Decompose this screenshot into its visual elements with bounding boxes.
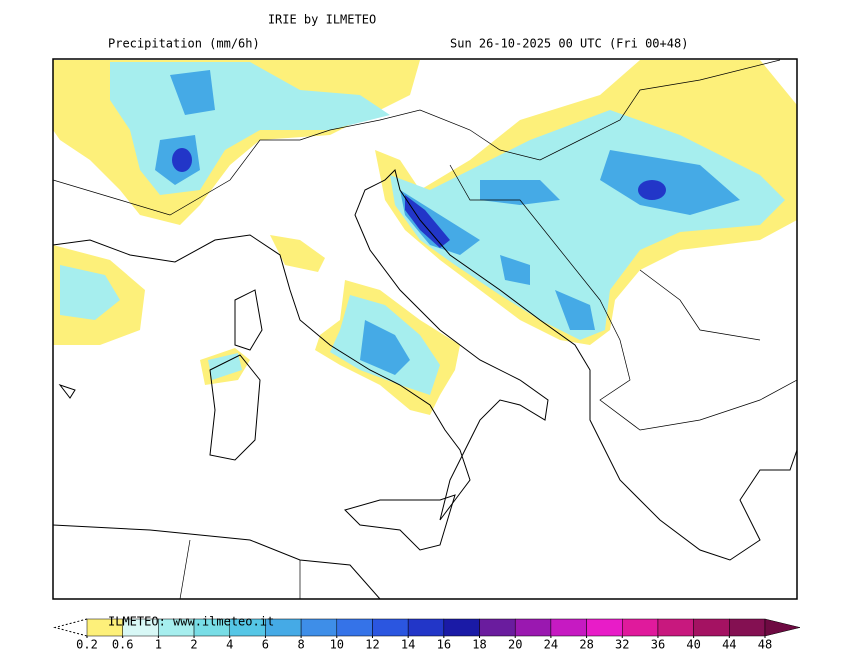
legend-tick-label: 12 <box>365 638 379 652</box>
map-area <box>53 59 797 599</box>
legend-high-arrow <box>764 618 801 637</box>
legend-swatch <box>479 618 516 637</box>
coastlines <box>53 59 797 599</box>
legend-tick-label: 8 <box>297 638 304 652</box>
legend-tick-label: 44 <box>722 638 736 652</box>
legend-credit: ILMETEO: www.ilmeteo.it <box>108 615 274 629</box>
map-subtitle: Precipitation (mm/6h) <box>108 37 260 51</box>
legend-tick-label: 0.2 <box>76 638 98 652</box>
legend-tick-label: 18 <box>472 638 486 652</box>
precip-heavy <box>155 70 740 375</box>
legend-tick-label: 0.6 <box>112 638 134 652</box>
map-title: IRIE by ILMETEO <box>268 13 376 27</box>
legend-tick-label: 2 <box>190 638 197 652</box>
map-frame <box>52 58 798 600</box>
legend-tick-label: 6 <box>262 638 269 652</box>
legend-tick-label: 28 <box>579 638 593 652</box>
legend-tick-label: 4 <box>226 638 233 652</box>
legend-tick-label: 1 <box>155 638 162 652</box>
legend-swatch <box>729 618 766 637</box>
color-legend: 0.2 0.6 1 2 4 6 8 10 12 14 16 18 20 24 28 32 36 40 44 48 <box>53 618 801 652</box>
legend-tick-label: 40 <box>686 638 700 652</box>
legend-tick-label: 14 <box>401 638 415 652</box>
legend-swatch <box>407 618 445 637</box>
legend-tick-label: 10 <box>330 638 344 652</box>
legend-swatch <box>514 618 552 637</box>
legend-swatch <box>693 618 730 637</box>
legend-swatch <box>336 618 373 637</box>
legend-tick-label: 16 <box>437 638 451 652</box>
legend-swatch <box>443 618 480 637</box>
legend-tick-label: 32 <box>615 638 629 652</box>
legend-swatch <box>586 618 623 637</box>
legend-tick-label: 36 <box>651 638 665 652</box>
legend-tick-label: 48 <box>758 638 772 652</box>
legend-tick-label: 24 <box>544 638 558 652</box>
legend-swatch <box>550 618 587 637</box>
legend-tick-label: 20 <box>508 638 522 652</box>
valid-time: Sun 26-10-2025 00 UTC (Fri 00+48) <box>450 37 688 51</box>
precip-intense <box>172 148 666 248</box>
legend-swatch <box>657 618 694 637</box>
legend-low-arrow <box>53 618 88 637</box>
legend-swatch <box>372 618 409 637</box>
legend-swatch <box>622 618 659 637</box>
legend-swatch <box>300 618 338 637</box>
